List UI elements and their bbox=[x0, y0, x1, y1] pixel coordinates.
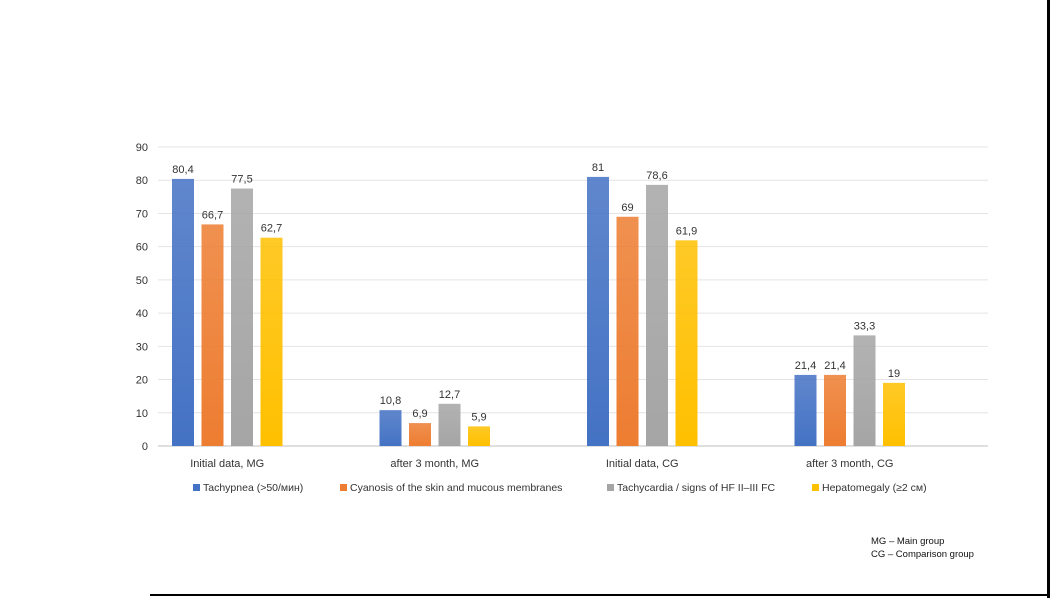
data-label: 10,8 bbox=[380, 395, 401, 407]
data-label: 80,4 bbox=[172, 164, 193, 176]
bar bbox=[468, 426, 490, 446]
y-tick-label: 0 bbox=[142, 441, 148, 453]
bar bbox=[883, 382, 905, 446]
legend-swatch bbox=[193, 484, 200, 491]
data-label: 12,7 bbox=[439, 389, 460, 401]
data-label: 5,9 bbox=[471, 411, 486, 423]
data-label: 66,7 bbox=[202, 209, 223, 221]
frame-border-bottom bbox=[150, 594, 1050, 596]
data-label: 21,4 bbox=[824, 360, 845, 372]
y-tick-label: 60 bbox=[136, 242, 148, 254]
y-tick-label: 30 bbox=[136, 341, 148, 353]
bar bbox=[587, 176, 609, 446]
y-tick-label: 50 bbox=[136, 275, 148, 287]
bar bbox=[616, 216, 639, 446]
bar bbox=[172, 178, 194, 447]
data-label: 21,4 bbox=[795, 360, 816, 372]
legend-swatch bbox=[340, 484, 347, 491]
data-label: 33,3 bbox=[854, 320, 875, 332]
bar bbox=[379, 410, 402, 446]
bar bbox=[794, 374, 817, 446]
bars: 80,4 66,7 77,5 62,7 10,8 6,9 12,7 5,9 81 69 78,6 61… bbox=[172, 162, 905, 447]
bar bbox=[675, 240, 698, 446]
legend: Tachypnea (>50/мин) Cyanosis of the skin … bbox=[193, 482, 927, 494]
gridlines bbox=[158, 146, 988, 447]
x-axis: Initial data, MG after 3 month, MG Initial… bbox=[190, 458, 893, 470]
data-label: 69 bbox=[621, 202, 633, 214]
y-tick-label: 80 bbox=[136, 175, 148, 187]
bar bbox=[231, 188, 253, 446]
data-label: 62,7 bbox=[261, 223, 282, 235]
y-tick-label: 20 bbox=[136, 375, 148, 387]
data-label: 78,6 bbox=[646, 170, 667, 182]
legend-label: Tachycardia / signs of HF II–III FC bbox=[617, 482, 776, 494]
bar bbox=[438, 403, 461, 446]
y-tick-label: 10 bbox=[136, 408, 148, 420]
x-tick-label: after 3 month, CG bbox=[806, 458, 893, 470]
bar bbox=[201, 224, 224, 446]
x-tick-label: after 3 month, MG bbox=[390, 458, 479, 470]
data-label: 77,5 bbox=[231, 174, 252, 186]
data-label: 61,9 bbox=[676, 225, 697, 237]
y-tick-label: 70 bbox=[136, 208, 148, 220]
legend-label: Tachypnea (>50/мин) bbox=[203, 482, 303, 494]
footnote-cg: CG – Comparison group bbox=[871, 549, 974, 560]
legend-label: Hepatomegaly (≥2 см) bbox=[822, 482, 927, 494]
legend-swatch bbox=[607, 484, 614, 491]
bar bbox=[853, 335, 876, 446]
frame-border-right bbox=[1047, 0, 1050, 598]
bar bbox=[646, 184, 668, 446]
bar bbox=[409, 423, 431, 446]
footnote: MG – Main group CG – Comparison group bbox=[871, 535, 974, 561]
x-tick-label: Initial data, MG bbox=[190, 458, 264, 470]
legend-swatch bbox=[812, 484, 819, 491]
bar bbox=[824, 374, 846, 446]
data-label: 19 bbox=[888, 368, 900, 380]
y-axis: 0 10 20 30 40 50 60 70 80 90 bbox=[136, 142, 148, 453]
x-tick-label: Initial data, CG bbox=[606, 458, 679, 470]
data-label: 81 bbox=[592, 162, 604, 174]
y-tick-label: 90 bbox=[136, 142, 148, 154]
data-label: 6,9 bbox=[412, 408, 427, 420]
bar bbox=[260, 237, 283, 446]
footnote-mg: MG – Main group bbox=[871, 536, 945, 547]
legend-label: Cyanosis of the skin and mucous membrane… bbox=[350, 482, 562, 494]
y-tick-label: 40 bbox=[136, 308, 148, 320]
